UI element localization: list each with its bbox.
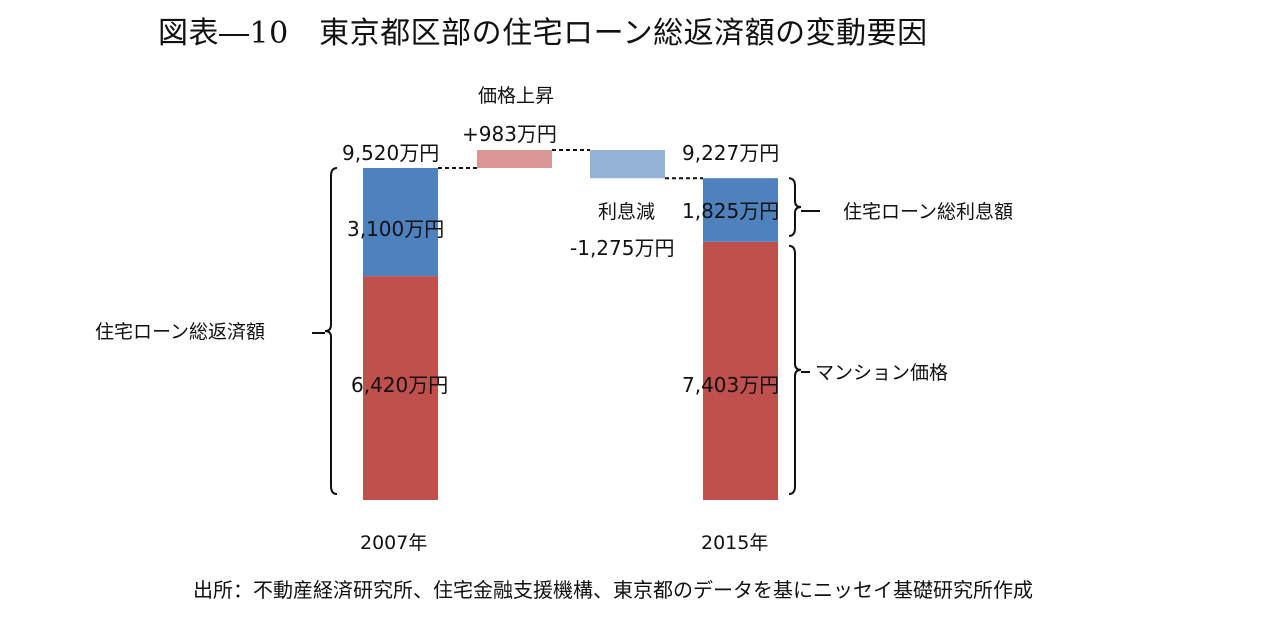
source-note: 出所：不動産経済研究所、住宅金融支援機構、東京都のデータを基にニッセイ基礎研究所… xyxy=(193,578,1033,602)
bar-interest-2007 xyxy=(363,168,438,277)
bar-price-2007 xyxy=(363,276,438,500)
chart-title: 図表―10 東京都区部の住宅ローン総返済額の変動要因 xyxy=(158,16,928,51)
brace-total-repayment xyxy=(324,167,338,495)
data-label-interest-2007: 3,100万円 xyxy=(347,217,444,241)
bar-interest-decrease xyxy=(590,150,665,179)
label-interest-decrease: 利息減 xyxy=(598,201,655,223)
label-condo-price: マンション価格 xyxy=(815,362,948,384)
brace-condo-price xyxy=(788,244,802,495)
label-total-repayment: 住宅ローン総返済額 xyxy=(95,321,265,343)
data-label-price-2015: 7,403万円 xyxy=(682,373,779,397)
data-label-total-2015: 9,227万円 xyxy=(682,141,779,165)
bar-price-2015 xyxy=(703,241,778,500)
data-label-total-2007: 9,520万円 xyxy=(342,141,439,165)
label-total-interest: 住宅ローン総利息額 xyxy=(843,201,1013,223)
label-price-increase: 価格上昇 xyxy=(478,85,554,107)
data-label-decrease-value: -1,275万円 xyxy=(570,236,674,260)
brace-total-interest xyxy=(788,177,802,237)
x-tick-label-2015: 2015年 xyxy=(701,532,768,554)
data-label-increase-value: +983万円 xyxy=(462,122,557,146)
data-label-price-2007: 6,420万円 xyxy=(351,373,448,397)
bar-price-increase xyxy=(477,150,552,168)
x-tick-label-2007: 2007年 xyxy=(360,532,427,554)
bar-interest-2015 xyxy=(703,178,778,242)
data-label-interest-2015: 1,825万円 xyxy=(682,199,779,223)
